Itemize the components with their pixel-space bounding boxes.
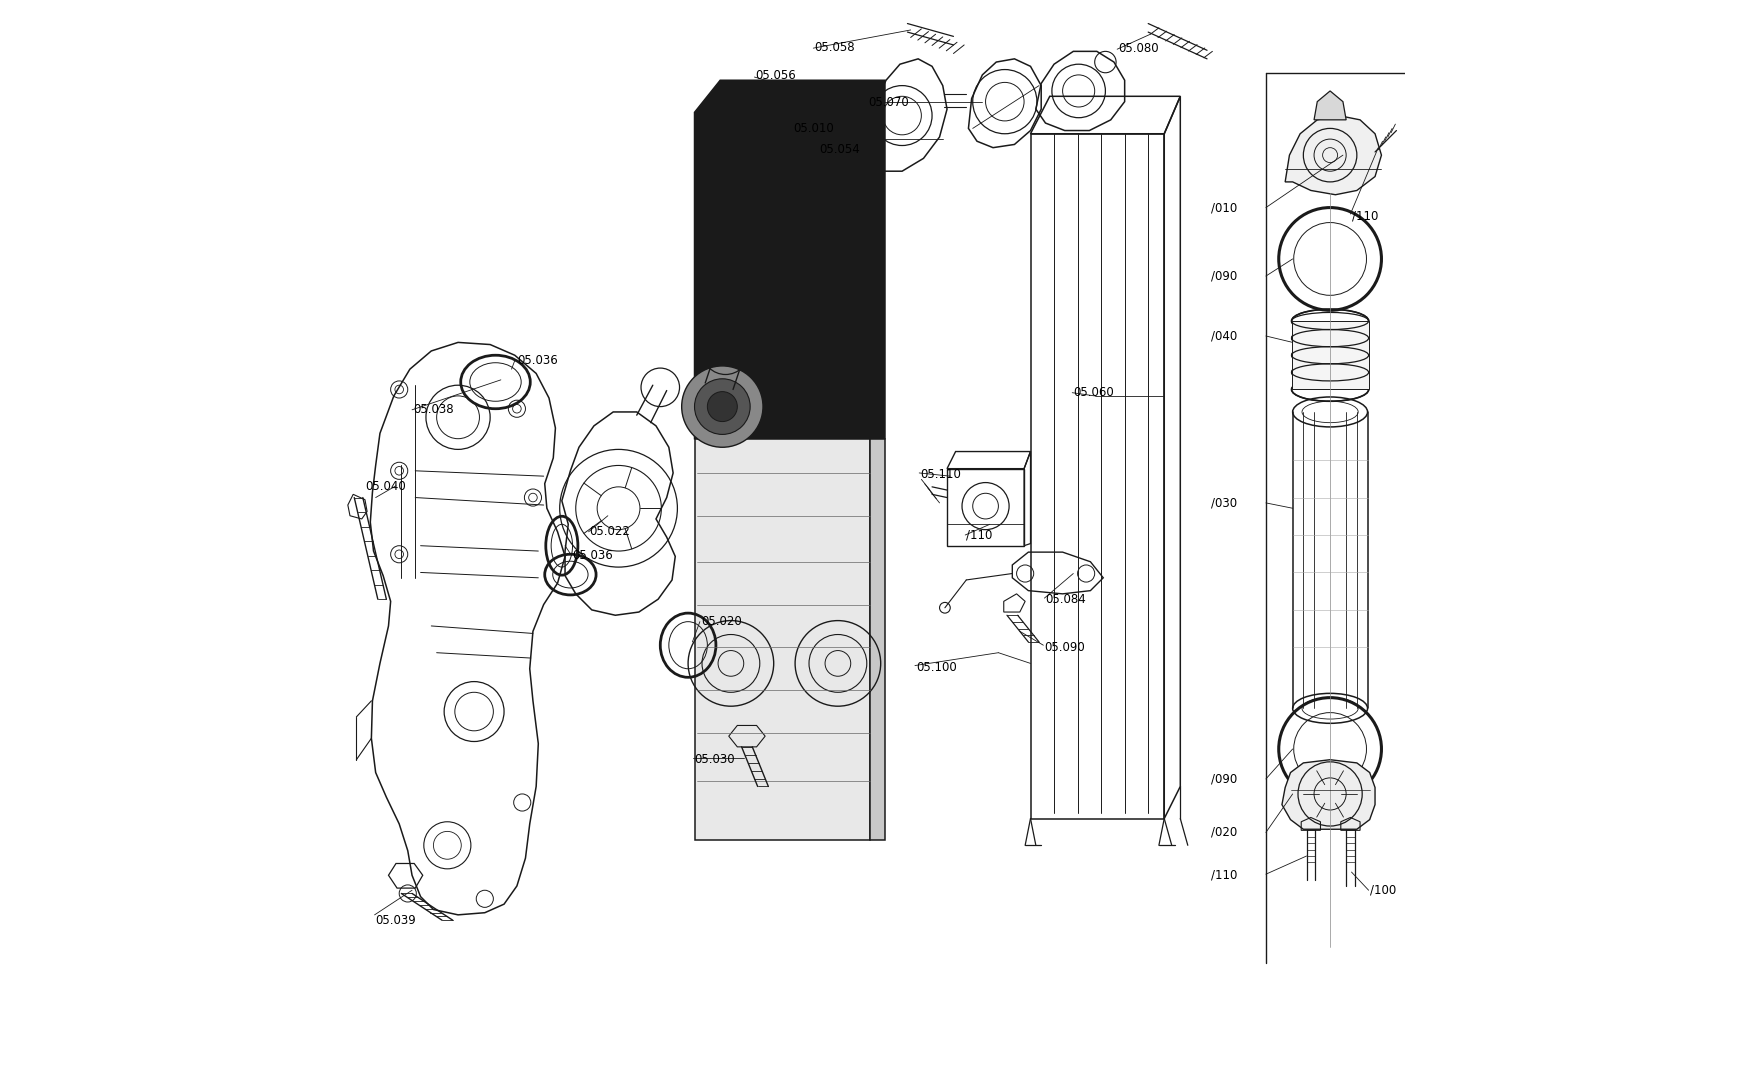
Text: 05.054: 05.054 [819, 143, 861, 156]
Text: /020: /020 [1210, 826, 1236, 839]
Text: 05.084: 05.084 [1045, 593, 1085, 606]
Text: 05.039: 05.039 [376, 914, 416, 927]
Polygon shape [1313, 91, 1346, 120]
Bar [1290, 321, 1369, 389]
Text: 05.036: 05.036 [572, 549, 612, 562]
Text: /100: /100 [1369, 884, 1395, 897]
Text: 05.060: 05.060 [1073, 386, 1113, 399]
Polygon shape [870, 439, 885, 840]
Text: /010: /010 [1210, 201, 1236, 214]
Text: 05.100: 05.100 [915, 661, 956, 674]
Text: 05.022: 05.022 [590, 525, 630, 538]
Text: 05.036: 05.036 [516, 354, 556, 367]
Text: /090: /090 [1210, 773, 1236, 785]
Text: 05.040: 05.040 [365, 480, 405, 493]
Polygon shape [1285, 116, 1381, 195]
Bar [1029, 134, 1163, 819]
Text: /110: /110 [1210, 869, 1236, 882]
Text: 05.020: 05.020 [701, 615, 741, 628]
Text: 05.090: 05.090 [1043, 641, 1085, 654]
Text: /030: /030 [1210, 496, 1236, 509]
Text: 05.070: 05.070 [868, 96, 908, 109]
Text: 05.056: 05.056 [755, 70, 796, 82]
Text: 05.110: 05.110 [920, 468, 960, 480]
Text: 05.058: 05.058 [814, 41, 854, 54]
Circle shape [682, 366, 763, 447]
Text: /090: /090 [1210, 270, 1236, 282]
Text: 05.080: 05.080 [1118, 42, 1158, 55]
Text: 05.030: 05.030 [694, 753, 734, 766]
Circle shape [708, 392, 737, 422]
Text: 05.038: 05.038 [412, 403, 454, 416]
Circle shape [694, 379, 750, 434]
Text: /040: /040 [1210, 330, 1236, 342]
Text: /110: /110 [1351, 210, 1377, 223]
Polygon shape [1282, 760, 1374, 829]
Bar [946, 469, 1024, 546]
Text: 05.010: 05.010 [793, 122, 833, 135]
Polygon shape [694, 439, 870, 840]
Polygon shape [694, 80, 885, 439]
Text: /110: /110 [965, 529, 993, 541]
